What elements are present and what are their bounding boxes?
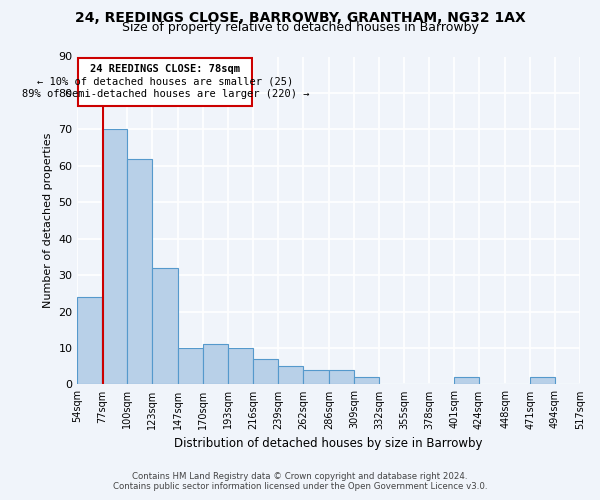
X-axis label: Distribution of detached houses by size in Barrowby: Distribution of detached houses by size … — [175, 437, 483, 450]
Bar — [303, 370, 329, 384]
Bar — [178, 348, 203, 385]
Y-axis label: Number of detached properties: Number of detached properties — [43, 133, 53, 308]
Text: 89% of semi-detached houses are larger (220) →: 89% of semi-detached houses are larger (… — [22, 90, 309, 100]
Bar — [530, 377, 555, 384]
Text: 24 REEDINGS CLOSE: 78sqm: 24 REEDINGS CLOSE: 78sqm — [91, 64, 241, 74]
Bar — [228, 348, 253, 385]
Bar — [354, 377, 379, 384]
Bar — [329, 370, 354, 384]
Text: Contains HM Land Registry data © Crown copyright and database right 2024.
Contai: Contains HM Land Registry data © Crown c… — [113, 472, 487, 491]
Bar — [203, 344, 228, 385]
Bar — [253, 359, 278, 384]
Bar — [77, 297, 103, 384]
Text: ← 10% of detached houses are smaller (25): ← 10% of detached houses are smaller (25… — [37, 76, 293, 86]
Text: 24, REEDINGS CLOSE, BARROWBY, GRANTHAM, NG32 1AX: 24, REEDINGS CLOSE, BARROWBY, GRANTHAM, … — [74, 11, 526, 25]
FancyBboxPatch shape — [79, 58, 252, 106]
Bar — [152, 268, 178, 384]
Bar — [454, 377, 479, 384]
Bar — [278, 366, 303, 384]
Bar — [103, 130, 127, 384]
Bar — [127, 158, 152, 384]
Text: Size of property relative to detached houses in Barrowby: Size of property relative to detached ho… — [122, 22, 478, 35]
